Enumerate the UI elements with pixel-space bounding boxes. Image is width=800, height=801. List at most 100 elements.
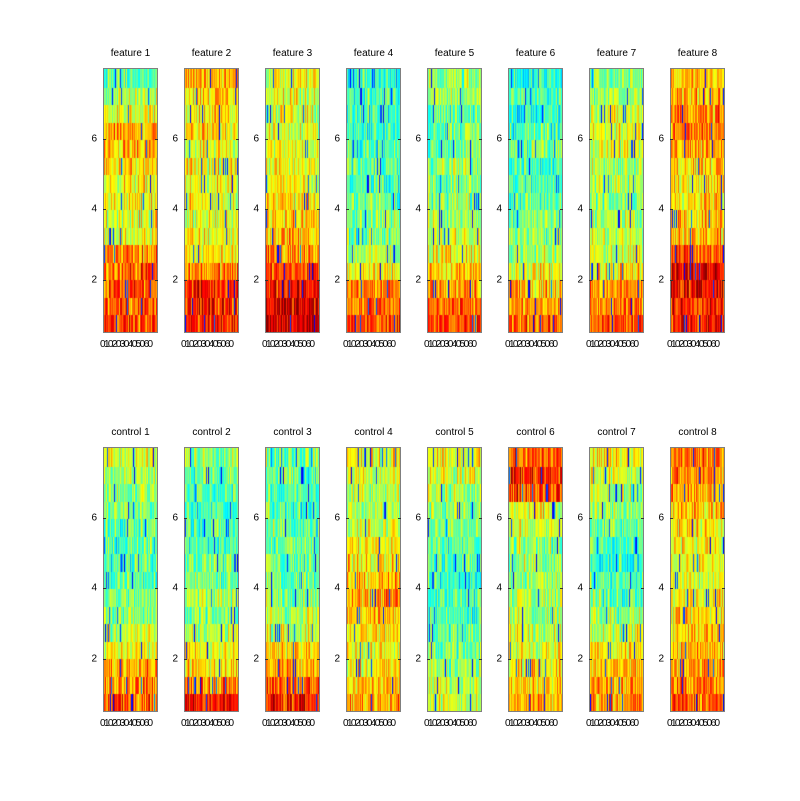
y-tick-label: 2: [496, 653, 502, 665]
y-tick-mark: [346, 659, 349, 660]
panel-title: control 8: [678, 427, 717, 438]
y-tick-label: 2: [253, 274, 259, 286]
y-tick-mark: [155, 280, 158, 281]
y-tick-mark: [722, 139, 725, 140]
y-tick-mark: [560, 518, 563, 519]
y-tick-label: 2: [334, 274, 340, 286]
y-tick-mark: [427, 139, 430, 140]
heatmap-image: [347, 69, 400, 332]
y-tick-label: 2: [172, 653, 178, 665]
heatmap-axes: [265, 68, 320, 333]
y-tick-mark: [641, 518, 644, 519]
y-tick-mark: [670, 659, 673, 660]
y-tick-mark: [508, 588, 511, 589]
y-tick-mark: [670, 280, 673, 281]
y-tick-label: 6: [415, 133, 421, 145]
y-tick-mark: [346, 518, 349, 519]
y-tick-mark: [479, 139, 482, 140]
y-tick-mark: [265, 518, 268, 519]
y-tick-mark: [103, 280, 106, 281]
y-tick-label: 6: [496, 133, 502, 145]
y-tick-mark: [265, 659, 268, 660]
y-tick-mark: [236, 139, 239, 140]
heatmap-image: [266, 69, 319, 332]
y-tick-label: 2: [658, 653, 664, 665]
y-tick-mark: [722, 518, 725, 519]
y-tick-mark: [560, 659, 563, 660]
panel-title: feature 2: [191, 48, 232, 59]
panel-title: control 5: [435, 427, 474, 438]
y-tick-mark: [641, 280, 644, 281]
heatmap-axes: [670, 447, 725, 712]
y-tick-mark: [265, 139, 268, 140]
y-tick-label: 2: [415, 274, 421, 286]
y-tick-label: 4: [496, 582, 502, 594]
y-tick-mark: [103, 139, 106, 140]
y-tick-mark: [103, 209, 106, 210]
x-tick-labels: 0102030405060: [100, 339, 153, 350]
y-tick-mark: [317, 139, 320, 140]
y-tick-mark: [184, 659, 187, 660]
y-tick-mark: [184, 139, 187, 140]
heatmap-image: [671, 69, 724, 332]
y-tick-mark: [236, 518, 239, 519]
y-tick-mark: [479, 280, 482, 281]
y-tick-mark: [589, 209, 592, 210]
y-tick-mark: [722, 209, 725, 210]
x-tick-labels: 0102030405060: [343, 718, 396, 729]
x-tick-labels: 0102030405060: [424, 718, 477, 729]
y-tick-mark: [236, 659, 239, 660]
panel-title: control 7: [597, 427, 636, 438]
panel-title: feature 6: [515, 48, 556, 59]
y-tick-label: 4: [253, 582, 259, 594]
y-tick-mark: [398, 139, 401, 140]
y-tick-label: 4: [334, 203, 340, 215]
x-tick-labels: 0102030405060: [100, 718, 153, 729]
heatmap-image: [104, 448, 157, 711]
x-tick-labels: 0102030405060: [667, 718, 720, 729]
heatmap-image: [590, 69, 643, 332]
y-tick-label: 4: [334, 582, 340, 594]
heatmap-axes: [103, 447, 158, 712]
y-tick-mark: [184, 209, 187, 210]
y-tick-label: 2: [658, 274, 664, 286]
heatmap-axes: [427, 447, 482, 712]
y-tick-mark: [479, 588, 482, 589]
y-tick-label: 4: [172, 582, 178, 594]
heatmap-image: [266, 448, 319, 711]
y-tick-mark: [508, 659, 511, 660]
y-tick-mark: [427, 588, 430, 589]
heatmap-axes: [265, 447, 320, 712]
y-tick-mark: [236, 588, 239, 589]
panel-title: feature 5: [434, 48, 475, 59]
y-tick-label: 4: [577, 203, 583, 215]
y-tick-mark: [589, 659, 592, 660]
heatmap-image: [428, 448, 481, 711]
y-tick-mark: [398, 280, 401, 281]
y-tick-mark: [641, 588, 644, 589]
heatmap-axes: [346, 68, 401, 333]
y-tick-mark: [103, 588, 106, 589]
y-tick-mark: [508, 518, 511, 519]
y-tick-mark: [346, 209, 349, 210]
x-tick-labels: 0102030405060: [181, 718, 234, 729]
y-tick-mark: [589, 139, 592, 140]
y-tick-label: 4: [253, 203, 259, 215]
panel-title: feature 3: [272, 48, 313, 59]
heatmap-axes: [508, 447, 563, 712]
y-tick-mark: [560, 588, 563, 589]
heatmap-axes: [427, 68, 482, 333]
y-tick-mark: [398, 588, 401, 589]
heatmap-axes: [184, 68, 239, 333]
x-tick-labels: 0102030405060: [262, 718, 315, 729]
panel-title: control 3: [273, 427, 312, 438]
x-tick-labels: 0102030405060: [262, 339, 315, 350]
y-tick-mark: [670, 588, 673, 589]
panel-title: feature 4: [353, 48, 394, 59]
y-tick-mark: [508, 209, 511, 210]
y-tick-mark: [265, 209, 268, 210]
heatmap-image: [509, 69, 562, 332]
y-tick-mark: [184, 588, 187, 589]
y-tick-label: 6: [577, 512, 583, 524]
